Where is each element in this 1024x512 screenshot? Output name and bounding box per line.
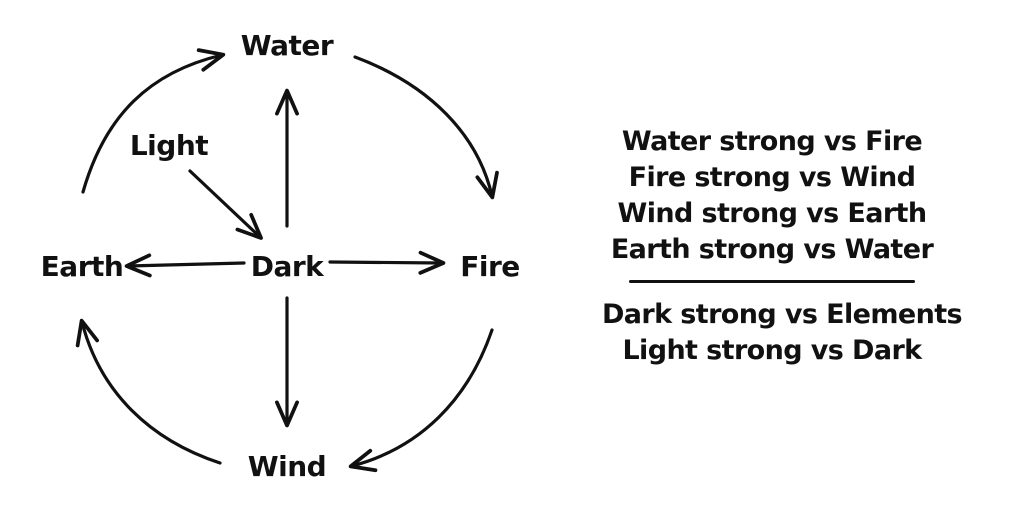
arrow-light-to-dark [188, 169, 263, 240]
rule-wind-vs-earth: Wind strong vs Earth [617, 198, 928, 229]
rule-light-vs-dark: Light strong vs Dark [622, 335, 922, 366]
rule-water-vs-fire: Water strong vs Fire [621, 126, 923, 157]
node-fire: Fire [460, 250, 520, 283]
node-water: Water [241, 29, 334, 62]
rule-dark-vs-elements: Dark strong vs Elements [602, 299, 963, 330]
arrow-fire-to-wind [348, 328, 494, 473]
arrow-dark-to-earth [124, 253, 246, 278]
element-rules: Water strong vs Fire Fire strong vs Wind… [602, 124, 942, 268]
arrow-water-to-fire [353, 55, 499, 200]
arrow-dark-to-fire [328, 250, 446, 275]
node-light: Light [130, 129, 208, 162]
arrow-earth-to-water [81, 48, 226, 194]
rule-earth-vs-water: Earth strong vs Water [610, 234, 934, 265]
node-dark: Dark [251, 250, 325, 283]
special-rules: Dark strong vs Elements Light strong vs … [602, 297, 963, 369]
rule-fire-vs-wind: Fire strong vs Wind [628, 162, 916, 193]
rules-divider [629, 280, 915, 283]
node-wind: Wind [248, 450, 326, 483]
rules-panel: Water strong vs Fire Fire strong vs Wind… [602, 124, 963, 369]
arrow-wind-to-earth [75, 318, 222, 465]
node-earth: Earth [41, 250, 124, 283]
